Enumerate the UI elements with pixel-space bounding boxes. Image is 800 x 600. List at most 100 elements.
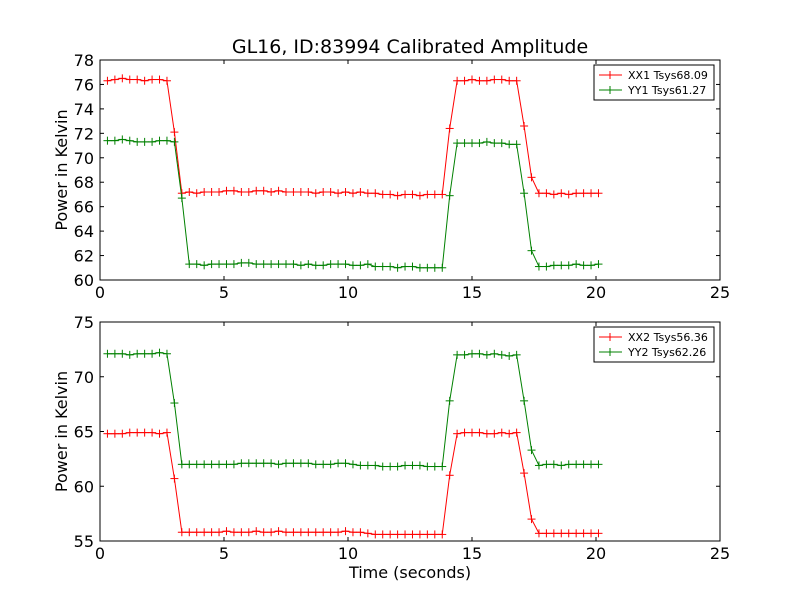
data-point [185,260,194,269]
data-point [512,140,521,149]
data-point [110,429,119,438]
data-point [423,462,432,471]
data-point [289,459,298,468]
data-point [252,260,261,269]
legend-box [593,326,715,363]
data-point [222,460,231,469]
data-point [505,76,514,85]
data-point [564,529,573,538]
data-point [534,461,543,470]
data-point [460,76,469,85]
data-point [549,261,558,270]
data-point [401,461,410,470]
data-point [445,396,454,405]
data-point [118,429,127,438]
data-point [162,428,171,437]
data-point [326,460,335,469]
data-point [274,527,283,536]
data-point [438,530,447,539]
data-point [140,349,149,358]
legend-box [593,64,715,101]
data-point [408,262,417,271]
data-point [512,428,521,437]
data-point [356,461,365,470]
data-point [334,528,343,537]
plot-frame [99,59,721,281]
data-point [267,188,276,196]
data-point [326,260,335,269]
data-point [311,460,320,469]
data-point [207,460,216,469]
data-point [282,188,290,196]
data-point [244,459,253,468]
data-point [319,460,328,469]
data-point [148,75,157,84]
data-point [155,348,164,357]
data-point [229,528,238,537]
data-point [557,261,566,270]
data-point [259,528,268,537]
data-point [319,528,328,537]
data-point [207,260,216,269]
y-tick-label: 64 [74,222,94,241]
data-point [267,459,276,468]
data-point [468,139,476,148]
data-point [229,460,238,469]
data-point [200,528,209,537]
data-point [497,428,506,437]
data-point [393,191,402,200]
data-point [468,349,476,358]
data-point [356,188,365,196]
data-point [482,350,491,359]
x-tick-label: 10 [338,283,358,302]
data-point [311,261,320,270]
data-point [445,191,454,200]
data-point [542,189,551,198]
data-point [490,429,499,438]
data-point [348,460,357,469]
data-point [311,528,320,537]
data-point [401,190,410,199]
data-point [453,139,462,148]
data-point [237,188,246,196]
data-point [103,429,112,438]
data-point [222,186,231,195]
data-point [341,459,350,468]
data-point [274,186,283,195]
data-point [125,428,134,437]
data-point [244,258,253,267]
data-point [326,528,335,537]
data-point [527,246,536,255]
data-point [252,459,261,468]
y-tick-label: 66 [74,198,94,217]
data-point [133,428,142,437]
x-tick-label: 0 [95,544,105,563]
data-point [311,189,320,198]
legend: XX1 Tsys68.09 YY1 Tsys61.27 [593,64,715,101]
data-point [192,189,201,198]
data-point [393,462,402,471]
data-point [133,75,142,84]
data-point [482,76,491,85]
data-point [430,530,439,539]
data-point [237,459,246,468]
data-point [401,530,410,539]
data-point [393,263,402,272]
data-point [497,350,506,359]
data-point [237,528,246,537]
data-point [579,460,588,469]
data-point [453,429,462,438]
data-point [386,262,395,271]
data-point [334,260,343,269]
data-point [259,459,268,468]
data-point [177,194,186,203]
data-point [512,350,521,359]
data-point [520,189,529,198]
x-tick-label: 20 [586,544,606,563]
data-point [267,260,276,269]
data-point [140,137,149,146]
data-point [222,527,231,536]
data-point [148,137,157,146]
data-point [267,528,276,537]
data-point [282,459,290,468]
